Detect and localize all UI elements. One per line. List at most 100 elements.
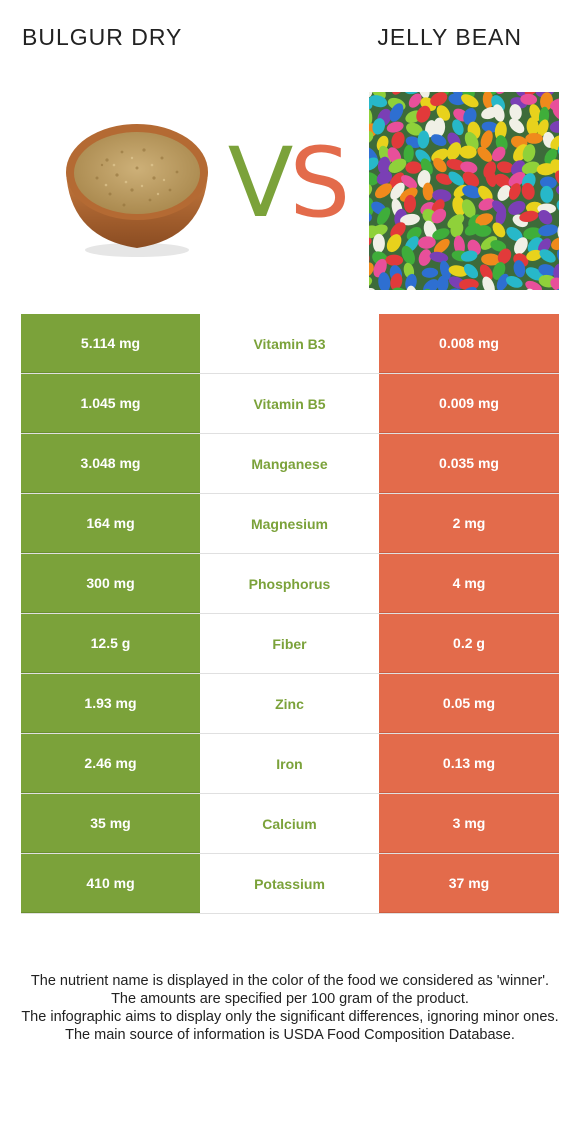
nutrient-name: Iron	[200, 734, 379, 793]
jelly-bean-shape	[406, 226, 422, 241]
jelly-bean-shape	[521, 182, 535, 200]
jelly-bean-shape	[429, 251, 449, 263]
nutrient-name: Phosphorus	[200, 554, 379, 613]
footer-note-differences: The infographic aims to display only the…	[21, 1009, 559, 1025]
footer-notes: The nutrient name is displayed in the co…	[20, 972, 560, 1044]
jelly-bean-shape	[491, 146, 506, 162]
jelly-bean-shape	[485, 168, 497, 187]
jelly-bean-shape	[405, 161, 422, 174]
jelly-bean-shape	[538, 224, 559, 237]
nutrient-name: Fiber	[200, 614, 379, 673]
jelly-bean-shape	[550, 135, 559, 151]
jelly-bean-shape	[430, 92, 448, 107]
jelly-bean-shape	[492, 104, 505, 122]
jelly-bean-value: 0.13 mg	[379, 734, 559, 793]
jelly-bean-shape	[418, 236, 436, 249]
jelly-bean-shape	[423, 279, 439, 290]
jelly-bean-shape	[430, 134, 447, 146]
jelly-bean-shape	[519, 210, 539, 223]
bulgur-value: 164 mg	[21, 494, 200, 553]
jelly-bean-shape	[431, 208, 447, 224]
jelly-bean-shape	[506, 226, 523, 242]
jelly-bean-shape	[405, 273, 417, 290]
jelly-bean-image	[369, 92, 559, 290]
jelly-bean-shape	[461, 94, 479, 108]
nutrient-name: Vitamin B3	[200, 314, 379, 373]
jelly-bean-shape	[448, 265, 468, 277]
jelly-bean-shape	[510, 160, 526, 176]
table-row: 3.048 mg Manganese 0.035 mg	[21, 434, 559, 494]
jelly-bean-shape	[514, 92, 527, 97]
jelly-bean-shape	[496, 273, 509, 290]
table-row: 410 mg Potassium 37 mg	[21, 854, 559, 914]
jelly-bean-shape	[433, 238, 450, 254]
jelly-bean-shape	[524, 92, 539, 96]
jelly-bean-shape	[401, 175, 418, 189]
jelly-bean-shape	[390, 273, 403, 290]
jelly-bean-shape	[418, 249, 432, 266]
jelly-bean-shape	[551, 237, 559, 251]
jelly-bean-shape	[508, 171, 526, 188]
jelly-bean-shape	[492, 222, 506, 238]
jelly-bean-shape	[474, 225, 492, 237]
jelly-bean-shape	[495, 207, 507, 226]
jelly-bean-shape	[372, 233, 385, 253]
table-row: 35 mg Calcium 3 mg	[21, 794, 559, 854]
jelly-bean-shape	[391, 131, 405, 149]
jelly-bean-shape	[477, 146, 493, 162]
jelly-bean-value: 0.05 mg	[379, 674, 559, 733]
jelly-bean-shape	[526, 117, 539, 136]
jelly-bean-shape	[401, 245, 415, 265]
jelly-bean-shape	[539, 249, 556, 263]
jelly-bean-shape	[481, 253, 501, 266]
jelly-bean-shape	[417, 130, 430, 149]
jelly-bean-shape	[521, 161, 540, 175]
jelly-bean-value: 0.008 mg	[379, 314, 559, 373]
nutrient-name: Magnesium	[200, 494, 379, 553]
jelly-bean-value: 0.035 mg	[379, 434, 559, 493]
jelly-bean-shape	[540, 176, 557, 189]
jelly-bean-shape	[369, 92, 373, 98]
jelly-bean-shape	[514, 237, 528, 255]
jelly-bean-shape	[538, 238, 551, 254]
jelly-bean-shape	[453, 235, 465, 256]
jelly-bean-value: 0.2 g	[379, 614, 559, 673]
jelly-bean-shape	[460, 161, 478, 174]
jelly-bean-shape	[400, 213, 420, 226]
nutrient-name: Zinc	[200, 674, 379, 733]
jelly-bean-shape	[432, 228, 450, 240]
table-row: 5.114 mg Vitamin B3 0.008 mg	[21, 314, 559, 374]
jelly-bean-shape	[463, 107, 477, 125]
jelly-bean-shape	[522, 144, 536, 162]
table-row: 2.46 mg Iron 0.13 mg	[21, 734, 559, 794]
jelly-bean-shape	[520, 93, 538, 105]
jelly-bean-shape	[494, 121, 507, 141]
jelly-bean-shape	[529, 104, 542, 122]
table-row: 164 mg Magnesium 2 mg	[21, 494, 559, 554]
jelly-bean-shape	[549, 120, 559, 133]
jelly-bean-shape	[478, 198, 495, 211]
jelly-bean-shape	[369, 108, 373, 128]
jelly-bean-shape	[482, 92, 494, 109]
jelly-bean-shape	[537, 119, 549, 137]
bulgur-bowl-image	[62, 120, 212, 260]
table-row: 1.93 mg Zinc 0.05 mg	[21, 674, 559, 734]
jelly-bean-shape	[525, 133, 543, 144]
jelly-bean-shape	[436, 105, 451, 121]
jelly-bean-shape	[462, 185, 482, 199]
jelly-bean-shape	[509, 104, 522, 121]
jelly-bean-shape	[461, 199, 476, 218]
jelly-bean-shape	[370, 224, 388, 237]
jelly-bean-shape	[389, 172, 405, 189]
jelly-bean-shape	[480, 236, 498, 250]
jelly-bean-shape	[538, 264, 556, 277]
jelly-bean-shape	[386, 121, 404, 133]
table-row: 1.045 mg Vitamin B5 0.009 mg	[21, 374, 559, 434]
nutrient-name: Potassium	[200, 854, 379, 913]
jelly-bean-shape	[552, 105, 559, 121]
jelly-bean-shape	[459, 145, 477, 159]
jelly-bean-shape	[406, 122, 423, 136]
jelly-bean-shape	[481, 121, 499, 133]
jelly-bean-shape	[553, 263, 559, 281]
jelly-bean-shape	[550, 277, 559, 290]
